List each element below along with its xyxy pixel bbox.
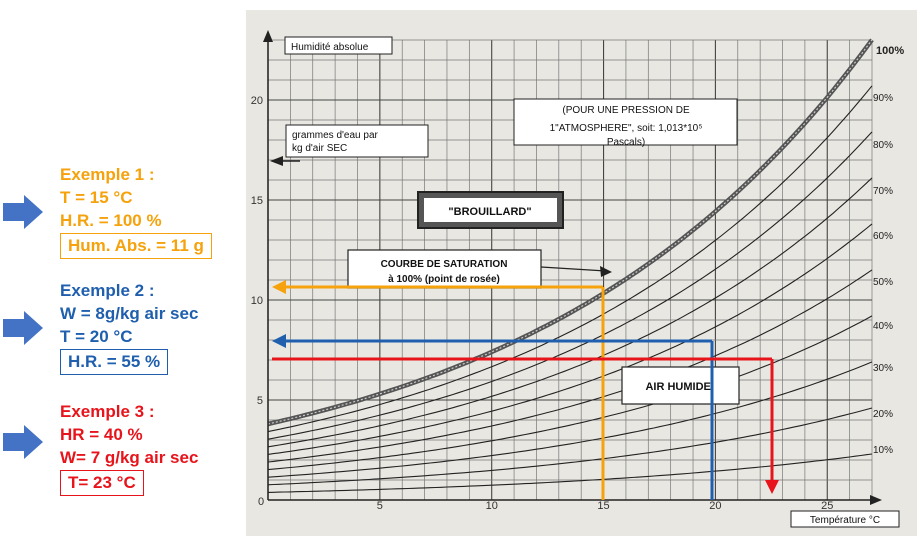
pressure-note-line-1: (POUR UNE PRESSION DE: [562, 105, 690, 116]
y-tick-label: 20: [251, 95, 263, 107]
example-2-line-2: T = 20 °C: [60, 327, 133, 346]
example-2: Exemple 2 : W = 8g/kg air sec T = 20 °C …: [60, 279, 198, 375]
example-1: Exemple 1 : T = 15 °C H.R. = 100 % Hum. …: [60, 163, 212, 259]
example-3: Exemple 3 : HR = 40 % W= 7 g/kg air sec …: [60, 400, 198, 496]
example-3-arrow-icon: [765, 480, 779, 494]
x-axis-label: Température °C: [810, 515, 880, 526]
rh-curve-20: [267, 407, 873, 486]
example-3-line-1: HR = 40 %: [60, 425, 143, 444]
example-1-overlay: [272, 280, 605, 500]
origin-label: 0: [258, 496, 264, 508]
rh-label: 80%: [873, 140, 893, 151]
example-2-result: H.R. = 55 %: [60, 349, 169, 375]
rh-curve-100: [267, 38, 874, 427]
blue-arrow-icon-3: [3, 425, 43, 459]
rh-curve-90: [267, 85, 873, 433]
example-2-overlay: [272, 334, 714, 500]
pressure-note-box: [513, 98, 738, 146]
example-3-title: Exemple 3 :: [60, 402, 155, 421]
example-1-line-2: H.R. = 100 %: [60, 211, 162, 230]
rh-curve-70: [267, 177, 873, 448]
psychrometric-chart: 0 5 10 15 20 25 5 10 15 20 100% 90% 80% 70% 60% 50% 40%…: [246, 10, 917, 536]
rh-label: 50%: [873, 277, 893, 288]
y-axis-arrow-icon: [263, 30, 273, 42]
humid-air-label: AIR HUMIDE!: [645, 381, 714, 393]
pressure-note-line-3: Pascals): [607, 137, 645, 148]
chart-canvas: 0 5 10 15 20 25 5 10 15 20 100% 90% 80% 70% 60% 50% 40%…: [251, 30, 904, 528]
y-axis-label: Humidité absolue: [291, 42, 369, 53]
y-tick-label: 5: [257, 395, 263, 407]
example-2-line-1: W = 8g/kg air sec: [60, 304, 199, 323]
rh-label: 70%: [873, 186, 893, 197]
y-unit-line-2: kg d'air SEC: [292, 143, 347, 154]
blue-arrow-icon-1: [3, 195, 43, 229]
unit-arrow-icon: [270, 156, 283, 166]
saturation-pointer-icon: [600, 266, 612, 277]
y-tick-label: 15: [251, 195, 263, 207]
y-unit-line-1: grammes d'eau par: [292, 130, 379, 141]
x-tick-label: 15: [597, 500, 609, 512]
saturation-curve-hatch: [267, 39, 873, 425]
rh-label: 10%: [873, 445, 893, 456]
rh-curve-60: [267, 223, 873, 455]
rh-curve-50: [267, 269, 873, 463]
saturation-label-line-2: à 100% (point de rosée): [388, 274, 500, 285]
y-axis-label-box: [284, 36, 393, 55]
example-1-arrow-icon: [272, 280, 286, 294]
y-unit-box: [285, 124, 429, 158]
saturation-label-line-1: COURBE DE SATURATION: [381, 259, 508, 270]
x-axis-arrow-icon: [870, 495, 882, 505]
x-tick-label: 5: [377, 500, 383, 512]
fog-label-box: [424, 198, 557, 222]
rh-label: 90%: [873, 93, 893, 104]
x-tick-label: 10: [486, 500, 498, 512]
example-1-result: Hum. Abs. = 11 g: [60, 233, 212, 259]
rh-label: 40%: [873, 321, 893, 332]
example-3-result: T= 23 °C: [60, 470, 144, 496]
rh-label: 60%: [873, 231, 893, 242]
blue-arrow-icon-2: [3, 311, 43, 345]
x-tick-label: 20: [709, 500, 721, 512]
fog-label: "BROUILLARD": [448, 206, 531, 218]
example-2-title: Exemple 2 :: [60, 281, 155, 300]
pressure-note-line-2: 1"ATMOSPHERE", soit: 1,013*10⁵: [550, 123, 703, 134]
example-2-arrow-icon: [272, 334, 286, 348]
x-axis-label-box: [790, 510, 900, 528]
humid-air-box: [621, 366, 740, 405]
saturation-pointer-line: [540, 266, 607, 272]
rh-curve-40: [267, 315, 873, 471]
rh-label: 20%: [873, 409, 893, 420]
rh-label: 30%: [873, 363, 893, 374]
y-tick-label: 10: [251, 295, 263, 307]
example-3-overlay: [272, 357, 779, 494]
rh-label: 100%: [876, 45, 904, 57]
x-tick-label: 25: [821, 500, 833, 512]
example-1-line-1: T = 15 °C: [60, 188, 133, 207]
rh-curve-80: [267, 131, 873, 440]
example-3-line-2: W= 7 g/kg air sec: [60, 448, 199, 467]
example-1-title: Exemple 1 :: [60, 165, 155, 184]
